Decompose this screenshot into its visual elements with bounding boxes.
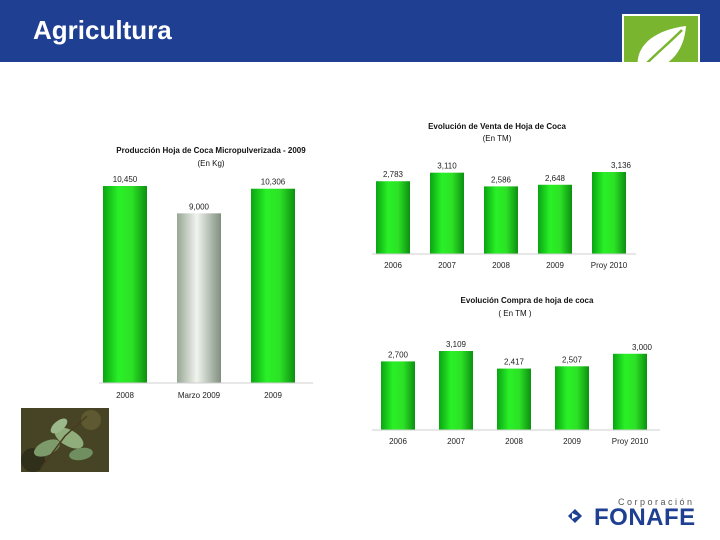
chart1-tick-label: Marzo 2009: [178, 391, 221, 400]
chart2-tick-label: Proy 2010: [591, 261, 628, 270]
brand-tagline: Corporación: [618, 497, 695, 507]
chart1-subtitle: (En Kg): [197, 159, 224, 168]
chart2-data-label: 2,586: [491, 175, 512, 184]
chart3-bar: [497, 368, 531, 430]
chart3-data-label: 3,109: [446, 340, 467, 349]
chart1-tick-label: 2009: [264, 391, 282, 400]
chart3-data-label: 2,507: [562, 355, 583, 364]
chart3-bar: [555, 366, 589, 430]
chart1-title: Producción Hoja de Coca Micropulverizada…: [116, 146, 306, 155]
chart3-bar: [381, 361, 415, 430]
coca-leaf-photo: [21, 408, 109, 472]
chart3-bar: [613, 353, 647, 430]
chart2-tick-label: 2009: [546, 261, 564, 270]
chart2-tick-label: 2008: [492, 261, 510, 270]
chart3-data-label: 2,417: [504, 358, 525, 367]
chart3-tick-label: 2006: [389, 437, 407, 446]
brand-name: FONAFE: [594, 504, 696, 531]
chart2-bar: [430, 172, 464, 254]
chart3-data-label: 3,000: [632, 343, 653, 352]
slide-title: Agricultura: [33, 15, 172, 45]
chart1-data-label: 9,000: [189, 202, 210, 211]
chart3-tick-label: 2007: [447, 437, 465, 446]
chart2-data-label: 3,110: [437, 162, 457, 171]
chart3-title: Evolución Compra de hoja de coca: [461, 296, 594, 305]
chart2-bar: [484, 186, 518, 254]
chart1-data-label: 10,450: [113, 175, 138, 184]
chart3-data-label: 2,700: [388, 350, 409, 359]
chart1-bar: [251, 188, 295, 383]
chart1-bar: [103, 186, 147, 383]
chart3-tick-label: 2009: [563, 437, 581, 446]
chart3-tick-label: Proy 2010: [612, 437, 649, 446]
chart1-bar: [177, 213, 221, 383]
chart2-bar: [376, 181, 410, 254]
chart2-data-label: 2,783: [383, 170, 404, 179]
fonafe-logo: Corporación FONAFE: [568, 497, 710, 531]
header-bar: Agricultura: [0, 0, 720, 62]
diamond-arrow-icon: [568, 509, 582, 523]
chart2-title: Evolución de Venta de Hoja de Coca: [428, 122, 566, 131]
chart2-bar: [592, 172, 626, 254]
chart2-data-label: 2,648: [545, 174, 566, 183]
charts-canvas: Producción Hoja de Coca Micropulverizada…: [99, 122, 660, 446]
chart2-tick-label: 2006: [384, 261, 402, 270]
chart1-tick-label: 2008: [116, 391, 134, 400]
chart3-bar: [439, 351, 473, 430]
chart2-data-label: 3,136: [611, 161, 632, 170]
chart1-data-label: 10,306: [261, 178, 286, 187]
chart3-subtitle: ( En TM ): [498, 309, 532, 318]
chart2-tick-label: 2007: [438, 261, 456, 270]
chart2-bar: [538, 184, 572, 254]
chart2-subtitle: (En TM): [483, 134, 512, 143]
chart3-tick-label: 2008: [505, 437, 523, 446]
